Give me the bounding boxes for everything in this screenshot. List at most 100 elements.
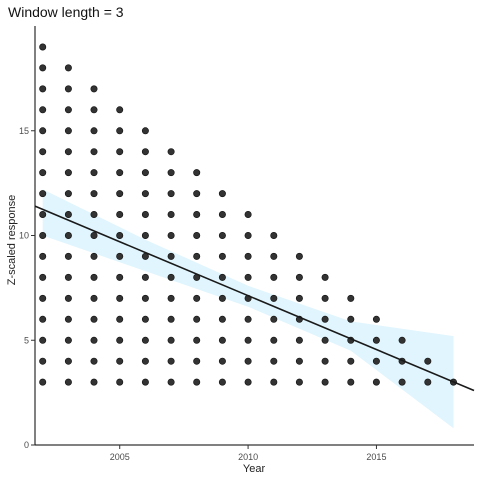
data-point	[194, 295, 200, 301]
data-point	[245, 337, 251, 343]
data-point	[373, 316, 379, 322]
data-point	[194, 316, 200, 322]
data-point	[40, 169, 46, 175]
data-point	[245, 232, 251, 238]
data-point	[219, 358, 225, 364]
data-point	[40, 295, 46, 301]
x-tick-label: 2005	[110, 452, 130, 462]
confidence-band	[43, 189, 454, 428]
data-point	[91, 274, 97, 280]
data-point	[194, 232, 200, 238]
data-point	[40, 65, 46, 71]
data-point	[40, 253, 46, 259]
data-point	[40, 274, 46, 280]
data-point	[168, 149, 174, 155]
data-point	[117, 253, 123, 259]
data-point	[117, 232, 123, 238]
data-point	[65, 86, 71, 92]
data-point	[245, 211, 251, 217]
data-point	[348, 316, 354, 322]
data-point	[142, 337, 148, 343]
data-point	[168, 358, 174, 364]
data-point	[40, 232, 46, 238]
data-point	[271, 337, 277, 343]
data-point	[194, 358, 200, 364]
data-point	[168, 253, 174, 259]
data-point	[91, 316, 97, 322]
data-point	[194, 211, 200, 217]
x-tick-label: 2015	[366, 452, 386, 462]
data-point	[65, 253, 71, 259]
data-point	[117, 169, 123, 175]
y-tick-label: 5	[24, 335, 29, 345]
data-point	[142, 190, 148, 196]
data-point	[65, 149, 71, 155]
data-point	[65, 316, 71, 322]
trend-line-layer	[35, 206, 474, 390]
data-point	[117, 128, 123, 134]
data-point	[348, 295, 354, 301]
data-point	[142, 128, 148, 134]
data-point	[219, 337, 225, 343]
data-point	[271, 295, 277, 301]
data-point	[245, 379, 251, 385]
data-point	[91, 128, 97, 134]
data-point	[271, 253, 277, 259]
data-point	[296, 253, 302, 259]
data-point	[40, 337, 46, 343]
data-point	[117, 295, 123, 301]
data-point	[245, 274, 251, 280]
data-point	[91, 190, 97, 196]
data-point	[117, 379, 123, 385]
data-point	[348, 379, 354, 385]
data-point	[271, 379, 277, 385]
trend-line	[35, 206, 474, 390]
data-point	[425, 379, 431, 385]
data-point	[322, 316, 328, 322]
data-point	[348, 358, 354, 364]
data-point	[219, 316, 225, 322]
data-point	[91, 295, 97, 301]
data-point	[245, 253, 251, 259]
data-point	[40, 316, 46, 322]
data-point	[322, 337, 328, 343]
data-point	[65, 107, 71, 113]
data-point	[322, 358, 328, 364]
data-point	[373, 337, 379, 343]
data-point	[65, 295, 71, 301]
confidence-band-layer	[43, 189, 454, 428]
data-point	[91, 149, 97, 155]
data-point	[40, 107, 46, 113]
data-point	[194, 253, 200, 259]
data-point	[40, 44, 46, 50]
data-point	[117, 337, 123, 343]
data-point	[142, 358, 148, 364]
data-point	[219, 190, 225, 196]
x-axis-label: Year	[243, 463, 266, 475]
chart-title: Window length = 3	[8, 4, 124, 20]
data-point	[40, 128, 46, 134]
data-point	[91, 169, 97, 175]
data-point	[322, 295, 328, 301]
data-point	[194, 169, 200, 175]
data-point	[65, 190, 71, 196]
data-point	[117, 358, 123, 364]
data-point	[142, 169, 148, 175]
data-point	[271, 232, 277, 238]
data-point	[65, 65, 71, 71]
data-point	[168, 379, 174, 385]
data-point	[65, 169, 71, 175]
data-point	[142, 211, 148, 217]
data-point	[40, 358, 46, 364]
data-point	[168, 232, 174, 238]
data-point	[194, 190, 200, 196]
data-point	[40, 190, 46, 196]
data-point	[142, 274, 148, 280]
x-tick-label: 2010	[238, 452, 258, 462]
data-point	[40, 86, 46, 92]
data-point	[271, 316, 277, 322]
data-point	[142, 295, 148, 301]
y-tick-label: 10	[19, 231, 29, 241]
data-point	[40, 211, 46, 217]
